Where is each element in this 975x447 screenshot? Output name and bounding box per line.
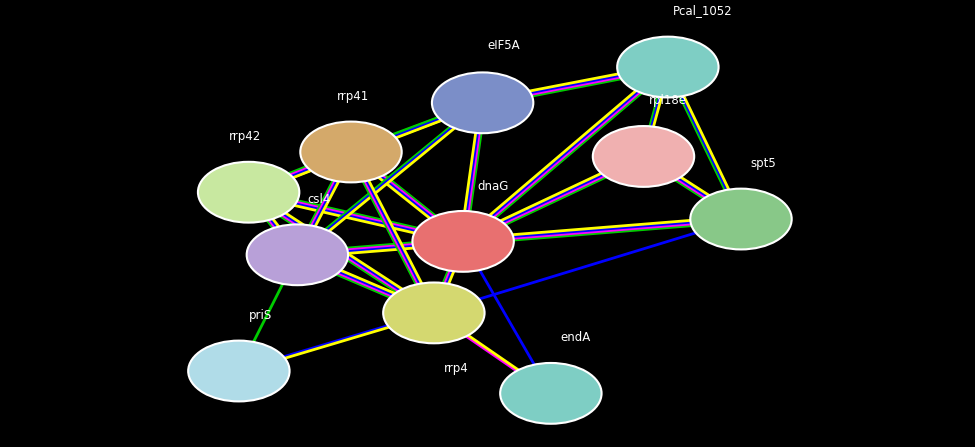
Text: rpl18e: rpl18e [648, 94, 686, 107]
Text: rrp41: rrp41 [336, 90, 369, 103]
Text: rrp42: rrp42 [229, 130, 261, 143]
Ellipse shape [188, 341, 290, 401]
Ellipse shape [383, 283, 485, 343]
Ellipse shape [690, 189, 792, 249]
Ellipse shape [412, 211, 514, 272]
Ellipse shape [300, 122, 402, 182]
Ellipse shape [617, 37, 719, 97]
Ellipse shape [198, 162, 299, 223]
Text: dnaG: dnaG [478, 180, 509, 193]
Ellipse shape [593, 126, 694, 187]
Text: eIF5A: eIF5A [488, 39, 520, 52]
Text: csl4: csl4 [307, 193, 331, 206]
Text: rrp4: rrp4 [444, 362, 468, 375]
Ellipse shape [432, 72, 533, 133]
Ellipse shape [500, 363, 602, 424]
Text: priS: priS [249, 309, 272, 322]
Text: endA: endA [561, 331, 591, 344]
Ellipse shape [247, 224, 348, 285]
Text: spt5: spt5 [751, 157, 776, 170]
Text: Pcal_1052: Pcal_1052 [673, 4, 732, 17]
